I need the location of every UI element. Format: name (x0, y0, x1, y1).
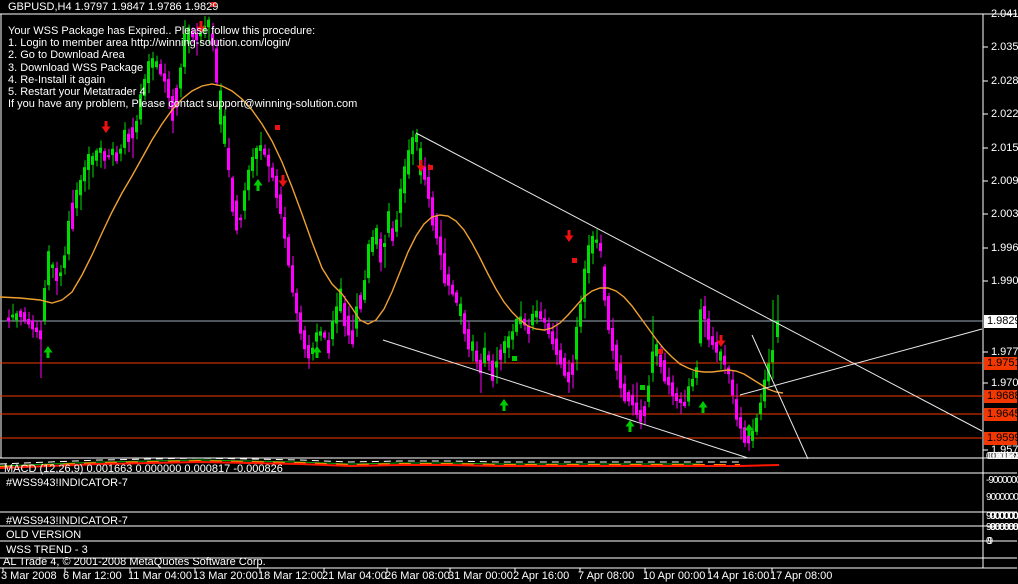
macd-line-red (0, 460, 780, 469)
price-tick-label-2.0220: 2.0220 (991, 108, 1018, 120)
time-axis-label-1: 6 Mar 12:00 (63, 570, 122, 582)
time-axis-label-2: 11 Mar 04:00 (128, 570, 193, 582)
sell-signal-arrow-icon-5 (716, 335, 726, 347)
trend-line-2[interactable] (382, 339, 749, 459)
indicator-axis-number: 9 (987, 536, 993, 547)
buy-signal-arrow-icon-2 (312, 346, 322, 358)
time-axis-label-4: 18 Mar 12:00 (258, 570, 323, 582)
indicator-axis-value-2: 9000000 (986, 493, 1018, 504)
red-signal-dot-0 (211, 2, 216, 7)
price-tick-label-2.0350: 2.0350 (991, 41, 1018, 53)
time-axis-label-5: 21 Mar 04:00 (322, 570, 387, 582)
time-axis-label-11: 14 Apr 16:00 (707, 570, 770, 582)
wss-trend-indicator-label: WSS TREND - 3 (6, 544, 88, 556)
time-axis-label-8: 2 Apr 16:00 (513, 570, 570, 582)
price-tick-label-2.0095: 2.0095 (991, 175, 1018, 187)
buy-signal-arrow-icon-3 (499, 399, 509, 411)
price-tick-label-2.0285: 2.0285 (991, 75, 1018, 87)
buy-signal-arrow-icon-1 (253, 179, 263, 191)
wss943-indicator-label-1: #WSS943!INDICATOR-7 (6, 477, 128, 489)
level-price-label-1.9645: 1.9645 (984, 408, 1018, 421)
candle-series (7, 16, 779, 451)
moving-average-line (0, 83, 784, 394)
level-price-label-1.9688: 1.9688 (984, 390, 1018, 403)
expired-message-line-7: If you have any problem, Please contact … (8, 98, 358, 111)
price-tick-label-1.9965: 1.9965 (991, 242, 1018, 254)
expired-message-line-3: 2. Go to Download Area (8, 49, 125, 62)
sell-signal-arrow-icon-4 (564, 230, 574, 242)
expired-message-line-4: 3. Download WSS Package (8, 61, 144, 74)
buy-signal-arrow-icon-6 (744, 424, 754, 436)
price-tick-label-1.9705: 1.9705 (991, 377, 1018, 389)
time-axis-label-0: 3 Mar 2008 (1, 570, 57, 582)
price-tick-label-2.0155: 2.0155 (991, 142, 1018, 154)
current-price-label: 1.9829 (984, 315, 1018, 328)
green-signal-dot-0 (512, 356, 517, 361)
indicator-axis-number: 0.001663 (986, 451, 1018, 462)
time-axis-label-12: 17 Apr 08:00 (770, 570, 833, 582)
red-signal-dot-1 (275, 125, 280, 130)
red-signal-dot-2 (428, 165, 433, 170)
indicator-axis-value-1: -9000000 (986, 476, 1018, 487)
sell-signal-arrow-icon-0 (196, 21, 206, 33)
time-axis-label-3: 13 Mar 20:00 (193, 570, 258, 582)
expired-message-line-5: 4. Re-Install it again (8, 73, 106, 86)
sell-signal-arrow-icon-1 (101, 121, 111, 133)
trend-line-4[interactable] (739, 328, 983, 396)
price-tick-label-2.0030: 2.0030 (991, 208, 1018, 220)
level-price-label-1.9599: 1.9599 (984, 432, 1018, 445)
expired-message-line-6: 5. Restart your Metatrader 4 (8, 86, 146, 99)
indicator-axis-value-4: 90000000-9000000 (986, 523, 1018, 534)
red-signal-dot-3 (572, 258, 577, 263)
copyright-text: AL Trade 4, © 2001-2008 MetaQuotes Softw… (3, 556, 266, 568)
time-axis-label-7: 31 Mar 00:00 (448, 570, 513, 582)
old-version-indicator-label: OLD VERSION (6, 529, 82, 541)
indicator-axis-value-3: 90000000-9000000 (986, 512, 1018, 523)
wss943-indicator-label-2: #WSS943!INDICATOR-7 (6, 515, 128, 527)
time-axis-label-10: 10 Apr 00:00 (643, 570, 706, 582)
price-tick-label-1.9770: 1.9770 (991, 346, 1018, 358)
macd-signal-white (0, 457, 740, 465)
indicator-axis-number: -9000000 (987, 522, 1018, 533)
buy-signal-arrow-icon-0 (43, 346, 53, 358)
trend-line-1[interactable] (415, 132, 983, 432)
chart-symbol-title: GBPUSD,H4 1.9797 1.9847 1.9786 1.9829 (8, 1, 219, 13)
price-tick-label-1.9900: 1.9900 (991, 275, 1018, 287)
sell-signal-arrow-icon-2 (278, 175, 288, 187)
indicator-axis-number: 0.000817 (989, 451, 1018, 462)
time-axis-label-6: 26 Mar 08:00 (385, 570, 450, 582)
indicator-axis-number: 90000000 (986, 511, 1018, 522)
buy-signal-arrow-icon-4 (625, 420, 635, 432)
green-signal-dot-1 (640, 385, 645, 390)
sell-signal-arrow-icon-3 (416, 160, 426, 172)
expired-message-line-2: 1. Login to member area http://winning-s… (8, 37, 291, 50)
level-price-label-1.9751: 1.9751 (984, 357, 1018, 370)
price-tick-label-1.9575: 1.9575 (991, 444, 1018, 456)
trend-line-3[interactable] (751, 334, 809, 460)
time-axis-label-9: 7 Apr 08:00 (578, 570, 635, 582)
macd-indicator-label: MACD (12,26,9) 0.001663 0.000000 0.00081… (4, 463, 283, 475)
indicator-axis-number: -9000000 (986, 475, 1018, 486)
expired-message-line-1: Your WSS Package has Expired.. Please fo… (8, 25, 316, 37)
indicator-axis-number: 0.000000 (987, 451, 1018, 462)
buy-signal-arrow-icon-5 (698, 401, 708, 413)
indicator-axis-number: 9000000 (986, 492, 1018, 503)
price-tick-label-2.0415: 2.0415 (991, 8, 1018, 20)
red-signal-dot-4 (658, 349, 663, 354)
indicator-axis-number: 0 (986, 536, 991, 547)
indicator-axis-number: 90000000 (986, 522, 1018, 533)
wss-expired-message: Your WSS Package has Expired.. Please fo… (8, 25, 357, 110)
indicator-axis-number: -9000000 (987, 511, 1018, 522)
